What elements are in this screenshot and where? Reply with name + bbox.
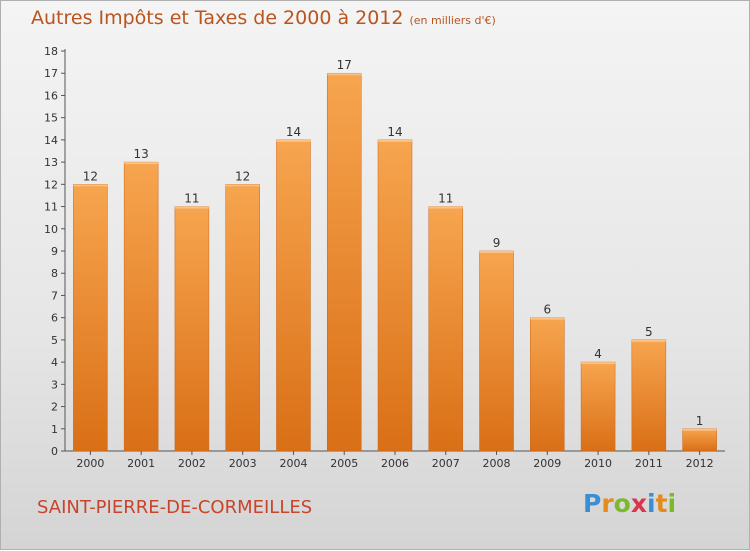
bar: [276, 139, 311, 452]
y-tick-label: 8: [51, 267, 58, 280]
x-tick-label: 2007: [432, 457, 460, 470]
x-tick-label: 2006: [381, 457, 409, 470]
data-label: 5: [645, 325, 653, 339]
bar: [682, 428, 717, 452]
data-label: 14: [286, 125, 301, 139]
y-tick-label: 17: [44, 67, 58, 80]
x-tick-label: 2009: [533, 457, 561, 470]
y-tick-label: 13: [44, 156, 58, 169]
title-main: Autres Impôts et Taxes de 2000 à 2012: [31, 7, 404, 29]
x-tick-label: 2011: [635, 457, 663, 470]
logo-letter: i: [667, 489, 677, 518]
x-tick-label: 2005: [330, 457, 358, 470]
x-tick-label: 2004: [279, 457, 307, 470]
bar: [326, 72, 362, 452]
y-tick-label: 11: [44, 201, 58, 214]
data-label: 9: [493, 236, 501, 250]
place-name: SAINT-PIERRE-DE-CORMEILLES: [37, 497, 313, 518]
y-tick-label: 1: [51, 423, 58, 436]
bar: [580, 361, 616, 452]
bar-top-highlight: [631, 339, 666, 342]
y-tick-label: 9: [51, 245, 58, 258]
title-unit: (en milliers d'€): [409, 14, 496, 27]
bar-top-highlight: [428, 206, 463, 209]
data-label: 11: [184, 192, 199, 206]
logo-letter: i: [647, 489, 656, 518]
bar: [377, 139, 413, 452]
y-tick-label: 16: [44, 89, 58, 102]
bar-top-highlight: [479, 251, 514, 253]
bar-top-highlight: [378, 139, 412, 142]
y-tick-label: 4: [51, 356, 58, 369]
y-tick-label: 7: [51, 289, 58, 302]
x-tick-label: 2008: [483, 457, 511, 470]
bar-top-highlight: [124, 162, 159, 165]
x-tick-label: 2003: [229, 457, 257, 470]
bar: [123, 161, 159, 452]
bar-top-highlight: [530, 317, 565, 320]
x-tick-label: 2010: [584, 457, 612, 470]
bar-top-highlight: [327, 73, 362, 76]
x-tick-label: 2001: [127, 457, 155, 470]
x-tick-label: 2000: [76, 457, 104, 470]
bar: [479, 250, 514, 452]
logo-letter: r: [601, 489, 614, 518]
y-tick-label: 5: [51, 334, 58, 347]
bar-top-highlight: [225, 184, 260, 187]
bar: [225, 184, 260, 452]
data-label: 14: [387, 125, 402, 139]
y-tick-label: 2: [51, 401, 58, 414]
bar-top-highlight: [73, 184, 108, 187]
x-tick-label: 2012: [686, 457, 714, 470]
data-label: 11: [438, 192, 453, 206]
y-tick-label: 0: [51, 445, 58, 458]
data-label: 1: [696, 414, 704, 428]
y-tick-label: 3: [51, 378, 58, 391]
bar-top-highlight: [682, 428, 717, 431]
data-label: 6: [543, 303, 551, 317]
y-tick-label: 12: [44, 178, 58, 191]
logo-letter: o: [613, 489, 631, 518]
bar-top-highlight: [276, 139, 311, 142]
proxiti-logo: Proxiti: [583, 489, 676, 518]
chart-title: Autres Impôts et Taxes de 2000 à 2012 (en…: [31, 7, 496, 29]
y-tick-label: 18: [44, 45, 58, 58]
logo-letter: x: [630, 489, 647, 518]
logo-letter: P: [583, 489, 602, 518]
data-label: 13: [134, 147, 149, 161]
bar-top-highlight: [581, 362, 616, 365]
bar: [428, 206, 464, 452]
y-tick-label: 10: [44, 223, 58, 236]
bar: [631, 339, 667, 452]
data-label: 17: [337, 58, 352, 72]
data-label: 12: [83, 169, 98, 183]
logo-letter: t: [655, 489, 668, 518]
data-label: 4: [594, 347, 602, 361]
x-tick-label: 2002: [178, 457, 206, 470]
data-label: 12: [235, 169, 250, 183]
bar: [530, 317, 565, 452]
bar: [174, 206, 210, 452]
y-tick-label: 15: [44, 112, 58, 125]
y-tick-label: 6: [51, 312, 58, 325]
y-tick-label: 14: [44, 134, 58, 147]
bar-top-highlight: [174, 206, 209, 209]
bar: [73, 184, 108, 452]
